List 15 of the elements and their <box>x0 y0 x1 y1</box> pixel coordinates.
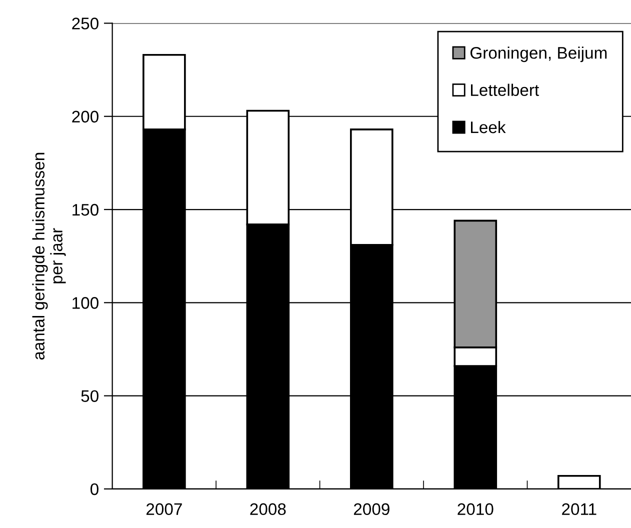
legend-label: Groningen, Beijum <box>470 46 607 62</box>
y-tick-label: 0 <box>90 483 98 496</box>
y-tick-label: 50 <box>81 390 98 402</box>
x-tick-label: 2009 <box>354 503 390 516</box>
x-tick-label: 2007 <box>146 503 182 516</box>
x-tick-label: 2010 <box>458 503 494 516</box>
y-tick-label: 150 <box>72 204 98 216</box>
y-axis-title: aantal geringde huismussen per jaar <box>32 152 66 360</box>
x-tick-label: 2008 <box>250 503 286 516</box>
y-tick-label: 200 <box>72 110 98 123</box>
y-tick-label: 250 <box>72 18 98 30</box>
x-tick-label: 2011 <box>562 503 596 516</box>
y-tick-label: 100 <box>72 297 98 309</box>
legend-label: Lettelbert <box>471 84 540 96</box>
legend-label: Leek <box>471 120 506 134</box>
